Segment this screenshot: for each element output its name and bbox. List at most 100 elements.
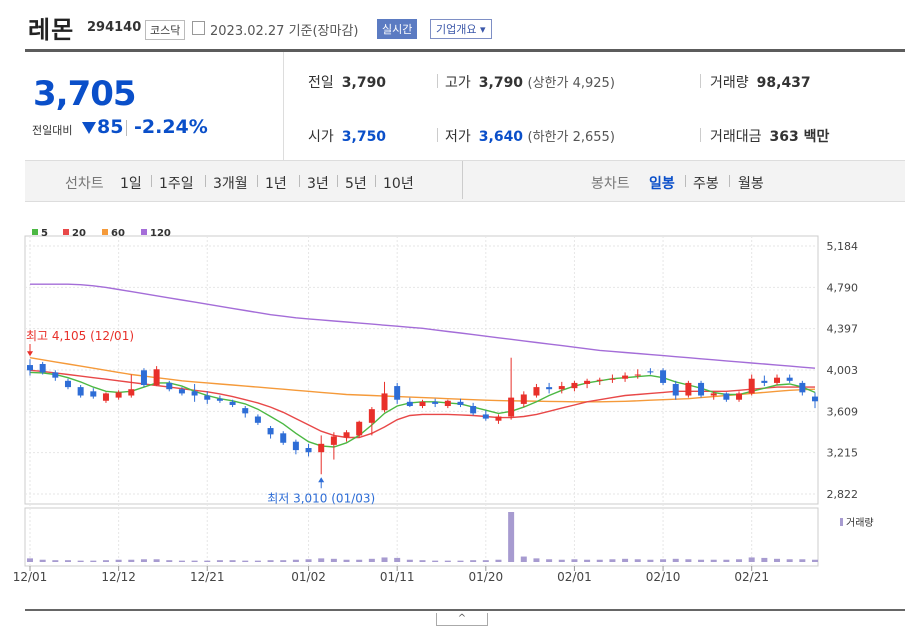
volume-bar [470,560,477,562]
legend-label: 20 [72,228,86,239]
volume-bar [660,559,667,562]
candle-body [356,421,363,436]
candle-body [698,382,705,396]
candle-body [153,369,160,386]
volume-bar [368,558,375,562]
candle-body [470,406,477,414]
market-badge: 코스닥 [145,20,186,40]
volume-bar [280,560,287,562]
candle-body [128,389,135,396]
volume-bar [153,559,160,562]
volume-bar [77,560,84,562]
stock-code: 294140 [87,20,142,35]
volume-bar [444,560,451,562]
candle-body [27,365,33,371]
y-tick-label: 3,609 [827,405,859,418]
period-3m[interactable]: 3개월 [213,176,248,192]
ma60-line [29,357,816,403]
toolbar-sep [299,175,300,187]
candle-weekly[interactable]: 주봉 [693,176,719,192]
stat-label: 거래대금 [710,129,762,145]
max-price-annotation: 최고 4,105 (12/01) [26,329,134,343]
volume-bar [330,558,337,562]
company-overview-dropdown[interactable]: 기업개요 ▾ [430,19,492,39]
candle-body [305,448,312,453]
y-tick-label: 5,184 [827,240,859,253]
stat-value: 363 백만 [769,129,830,145]
period-1w[interactable]: 1주일 [159,176,194,192]
ma120-line [30,283,816,369]
stat-divider [700,128,701,142]
candle-body [178,389,185,394]
volume-bar [584,559,591,562]
period-3y[interactable]: 3년 [307,176,329,192]
volume-bar [634,559,641,562]
collapse-chart-button[interactable]: ^ [436,613,488,626]
stat-volume: 거래량 98,437 [710,72,811,92]
chevron-up-icon: ^ [457,613,467,624]
candle-body [330,436,337,445]
volume-bar [254,560,261,562]
volume-bar [786,559,793,562]
volume-bar [647,559,654,562]
toolbar-sep [205,175,206,187]
stat-label: 저가 [445,129,471,145]
x-tick-label: 02/10 [646,570,681,584]
candle-body [64,380,71,388]
price-change: 85 [97,116,124,138]
legend-label: 60 [111,228,125,239]
stat-value: 98,437 [756,75,811,91]
candle-body [406,401,413,407]
candle-monthly[interactable]: 월봉 [738,176,764,192]
realtime-button[interactable]: 실시간 [377,19,418,39]
candle-body [774,377,781,383]
volume-legend-swatch [840,518,843,526]
candle-body [216,398,223,401]
volume-bar [52,560,59,562]
volume-bar [394,557,401,562]
stat-label: 거래량 [710,75,749,91]
legend-swatch [102,229,108,235]
stock-chart: 5,184 4,790 4,397 4,003 3,609 3,215 2,822 12/01… [13,228,874,584]
candle-body [495,416,502,421]
legend-swatch [32,229,38,235]
candle-body [596,379,603,381]
legend-swatch [63,229,69,235]
volume-bar [736,559,743,562]
stat-open: 시가 3,750 [308,126,386,146]
volume-bar [748,557,755,562]
candle-body [622,375,629,379]
period-1y[interactable]: 1년 [265,176,287,192]
ma5-line [29,371,816,448]
candle-body [343,432,350,438]
candle-body [482,414,489,419]
candle-daily[interactable]: 일봉 [649,176,675,192]
toolbar-divider [462,161,463,199]
candle-body [672,383,679,396]
candle-body [558,386,565,390]
period-5y[interactable]: 5년 [345,176,367,192]
candle-body [166,382,173,390]
toolbar-sep [729,175,730,187]
candle-body [254,416,261,423]
period-10y[interactable]: 10년 [383,176,414,192]
candle-body [748,378,755,394]
volume-bar [381,557,388,562]
volume-bar [115,559,122,562]
stock-name: 레몬 [28,16,75,44]
volume-bar [191,560,198,562]
volume-bar [419,560,426,562]
max-arrowhead-icon [27,351,33,357]
stat-value: 3,790 [341,75,387,91]
candle-chart-label: 봉차트 [591,176,630,192]
volume-bar [698,559,705,562]
legend-label: 120 [150,228,171,239]
volume-bar [533,558,540,562]
stat-trade-value: 거래대금 363 백만 [710,126,829,146]
period-1d[interactable]: 1일 [120,176,142,192]
volume-bar [343,559,350,562]
volume-bar [609,559,616,562]
candle-body [90,391,97,397]
candle-body [140,370,147,386]
volume-bar [761,557,768,562]
